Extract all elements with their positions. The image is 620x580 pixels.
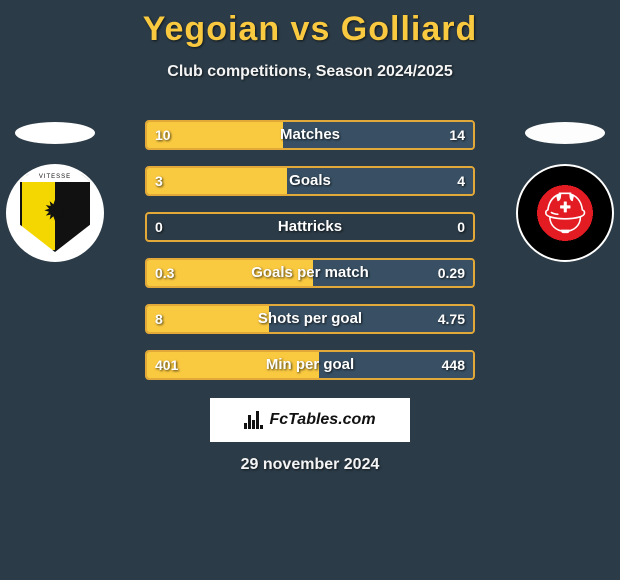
bar-label: Goals [147,168,473,194]
stat-bar-row: 1014Matches [145,120,475,150]
left-player-block: VITESSE ✹ [0,122,110,262]
stat-bar-row: 84.75Shots per goal [145,304,475,334]
right-player-name-oval [525,122,605,144]
bar-label: Min per goal [147,352,473,378]
helmet-icon: ⛑ [540,190,591,237]
brand-badge: FcTables.com [210,398,410,442]
bar-label: Goals per match [147,260,473,286]
left-club-logo: VITESSE ✹ [6,164,104,262]
left-player-name-oval [15,122,95,144]
stat-bar-row: 00Hattricks [145,212,475,242]
right-club-logo: ⛑ [516,164,614,262]
brand-bars-icon [244,411,263,429]
comparison-subtitle: Club competitions, Season 2024/2025 [0,63,620,81]
bar-label: Matches [147,122,473,148]
stat-bars-container: 1014Matches 34Goals 00Hattricks 0.30.29Goal… [145,120,475,396]
vitesse-band: VITESSE [20,172,90,182]
stat-bar-row: 0.30.29Goals per match [145,258,475,288]
bar-label: Shots per goal [147,306,473,332]
date-text: 29 november 2024 [0,456,620,474]
eagle-icon: ✹ [43,195,66,228]
stat-bar-row: 34Goals [145,166,475,196]
right-player-block: ⛑ [510,122,620,262]
comparison-title: Yegoian vs Golliard [0,0,620,49]
brand-text: FcTables.com [269,411,375,429]
stat-bar-row: 401448Min per goal [145,350,475,380]
bar-label: Hattricks [147,214,473,240]
